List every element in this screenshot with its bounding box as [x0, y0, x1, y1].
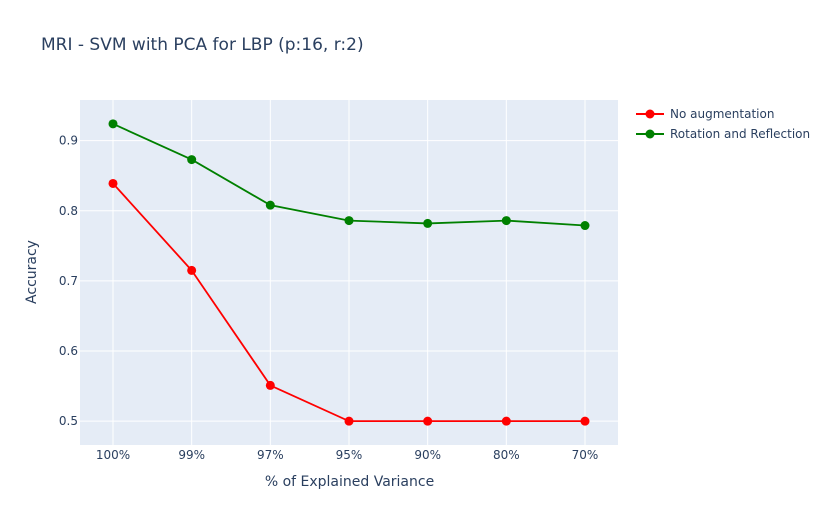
y-axis-title: Accuracy — [24, 240, 40, 304]
data-point — [580, 221, 590, 231]
y-tick-label: 0.6 — [59, 344, 78, 358]
series-group — [108, 119, 590, 426]
x-tick-labels: 100% 99% 97% 95% 90% 80% 70% — [96, 448, 598, 462]
data-point — [344, 216, 354, 226]
y-tick-label: 0.7 — [59, 274, 78, 288]
data-point — [501, 216, 511, 226]
x-tick-label: 95% — [336, 448, 363, 462]
data-point — [265, 380, 275, 390]
data-point — [187, 155, 197, 165]
legend-item: No augmentation — [636, 107, 774, 121]
legend-label: Rotation and Reflection — [670, 127, 810, 141]
y-tick-label: 0.5 — [59, 414, 78, 428]
legend-swatch-marker — [645, 109, 655, 119]
y-tick-label: 0.8 — [59, 204, 78, 218]
series-1 — [108, 178, 590, 426]
x-axis-title: % of Explained Variance — [265, 474, 434, 490]
data-point — [108, 119, 118, 129]
x-tick-label: 70% — [572, 448, 599, 462]
data-point — [265, 200, 275, 210]
x-tick-label: 100% — [96, 448, 130, 462]
data-point — [423, 218, 433, 228]
x-tick-label: 99% — [178, 448, 205, 462]
y-tick-labels: 0.5 0.6 0.7 0.8 0.9 — [59, 134, 78, 428]
x-tick-label: 97% — [257, 448, 284, 462]
data-point — [580, 416, 590, 426]
y-tick-label: 0.9 — [59, 134, 78, 148]
data-point — [501, 416, 511, 426]
legend: No augmentation Rotation and Reflection — [636, 107, 810, 141]
legend-swatch-marker — [645, 129, 655, 139]
legend-item: Rotation and Reflection — [636, 127, 810, 141]
data-point — [344, 416, 354, 426]
x-tick-label: 90% — [414, 448, 441, 462]
data-point — [108, 178, 118, 188]
x-tick-label: 80% — [493, 448, 520, 462]
data-point — [423, 416, 433, 426]
series-2 — [108, 119, 590, 231]
chart-title: MRI - SVM with PCA for LBP (p:16, r:2) — [41, 35, 364, 55]
legend-label: No augmentation — [670, 107, 774, 121]
data-point — [187, 265, 197, 275]
